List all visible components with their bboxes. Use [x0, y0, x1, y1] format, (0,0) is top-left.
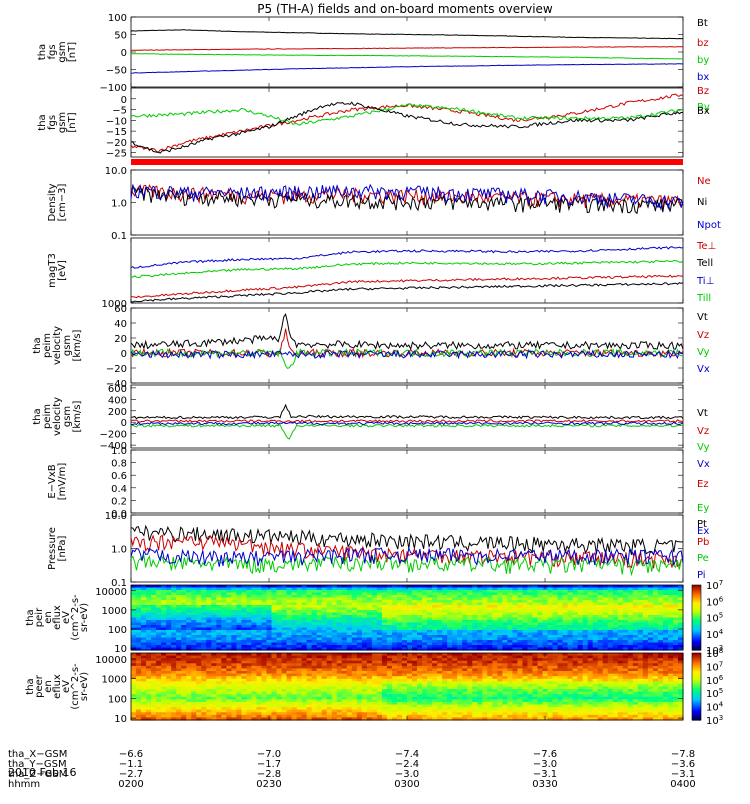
panel-4-series-till — [131, 260, 683, 277]
panel-9-ytick-label: 10 — [114, 644, 127, 655]
panel-6-series-vz — [131, 420, 683, 423]
panel-3-ylabel-line: [cm−3] — [57, 184, 68, 222]
panel-5-ytick-label: 60 — [114, 304, 127, 315]
panel-5-legend-vz: Vz — [697, 330, 709, 341]
panel-6-ytick-label: 0 — [121, 418, 127, 429]
panel-9-colorbar-tick-label: 107 — [706, 579, 723, 592]
panel-4-legend-tell: Tell — [696, 258, 713, 269]
panel-5-ytick-label: 0 — [121, 349, 127, 360]
panel-7-legend-ey: Ey — [697, 503, 709, 514]
panel-6-series-vt — [131, 405, 683, 419]
panel-1-ytick-label: −50 — [106, 66, 127, 77]
panel-9-colorbar-tick-label: 106 — [706, 595, 724, 608]
panel-8-legend-pt: Pt — [697, 519, 707, 530]
panel-5-ytick-label: −20 — [106, 364, 127, 375]
panel-7-frame — [131, 450, 683, 513]
panel-4-series-te⊥ — [131, 275, 683, 298]
panel-7-ytick-label: 0.4 — [111, 484, 127, 495]
panel-9-ytick-label: 10000 — [95, 587, 127, 598]
panel-1-legend-bt: Bt — [697, 18, 708, 29]
panel-5-legend-vx: Vx — [697, 364, 710, 375]
panel-9-ytick-label: 100 — [108, 625, 127, 636]
panel-1-ytick-label: 100 — [108, 13, 127, 24]
panel-9-colorbar-tick-label: 104 — [706, 628, 724, 641]
panel-7-ytick-label: 0.6 — [111, 471, 127, 482]
panel-4-legend-till: Till — [696, 293, 711, 304]
panel-7-ytick-label: 0.2 — [111, 496, 127, 507]
panel-2-ytick-label: 0 — [121, 95, 127, 106]
panel-5-ytick-label: 20 — [114, 334, 127, 345]
panel-3-ytick-label: 10.0 — [105, 166, 127, 177]
panel-6-ytick-label: 200 — [108, 407, 127, 418]
panel-1-legend-bx: bx — [697, 72, 709, 83]
panel-3-ytick-label: 0.1 — [111, 231, 127, 242]
panel-2-series-bz — [131, 94, 683, 152]
panel-2-legend-bz: Bz — [697, 86, 709, 97]
panel-6-legend-vy: Vy — [697, 442, 710, 453]
panel-7-legend-ez: Ez — [697, 479, 709, 490]
panel-6-legend-vt: Vt — [697, 408, 708, 419]
panel-3-ytick-label: 1.0 — [111, 199, 127, 210]
panel-7-ytick-label: 1.0 — [111, 446, 127, 457]
panel-8-ytick-label: 1.0 — [111, 545, 127, 556]
panel-4-legend-ti⊥: Ti⊥ — [696, 276, 714, 287]
panel-2-ytick-label: −5 — [112, 106, 127, 117]
panel-8-frame — [131, 515, 683, 582]
panel-5-ytick-label: 40 — [114, 319, 127, 330]
panel-7-ytick-label: 0.8 — [111, 459, 127, 470]
panel-2-series-bx — [131, 102, 683, 153]
panel-4-legend-te⊥: Te⊥ — [696, 241, 716, 252]
panel-3-legend-npot: Npot — [697, 220, 721, 231]
panel-6-ytick-label: −200 — [100, 430, 127, 441]
panel-9-ylabel-line: sr-eV) — [79, 603, 90, 632]
panel-2-ytick-label: −20 — [106, 138, 127, 149]
panel-1-ytick-label: 0 — [121, 48, 127, 59]
panel-8-ytick-label: 10.0 — [105, 511, 127, 522]
panel-8-legend-pe: Pe — [697, 553, 709, 564]
panel-4-series-ti⊥ — [131, 247, 683, 269]
panel-2-ylabel-line: [nT] — [67, 112, 78, 132]
panel-6-legend-vx: Vx — [697, 459, 710, 470]
panel-1-ytick-label: −100 — [100, 83, 127, 94]
panel-7-ylabel-line: [mV/m] — [57, 463, 68, 501]
panel-1-series-by — [131, 54, 683, 59]
panel-1-series-bt — [131, 30, 683, 39]
panel-5-series-vt — [131, 314, 683, 349]
panel-3-legend-ne: Ne — [697, 176, 711, 187]
panel-2-ytick-label: −15 — [106, 127, 127, 138]
panel-5-frame — [131, 308, 683, 383]
panel-8-ylabel-line: [nPa] — [57, 535, 68, 561]
panel-5-legend-vy: Vy — [697, 347, 710, 358]
panel-9-colorbar-tick-label: 105 — [706, 612, 723, 625]
panel-4-ylabel-line: [eV] — [57, 260, 68, 281]
panel-1-ytick-label: 50 — [114, 31, 127, 42]
figure-title: P5 (TH-A) fields and on-board moments ov… — [257, 2, 553, 16]
panel-6-series-vx — [131, 422, 683, 425]
panel-2-ytick-label: −25 — [106, 149, 127, 160]
panel-8-legend-pb: Pb — [697, 537, 709, 548]
panel-8-legend-pi: Pi — [697, 570, 706, 581]
panel-6-ylabel-line: [km/s] — [72, 400, 83, 432]
panel-6-ytick-label: 400 — [108, 395, 127, 406]
panel-1-series-bz — [131, 47, 683, 51]
panel-5-legend-vt: Vt — [697, 312, 708, 323]
panel-2-frame — [131, 88, 683, 157]
panel-1-ylabel-line: [nT] — [67, 42, 78, 62]
panel-1-legend-by: by — [697, 55, 709, 66]
panel-1-frame — [131, 17, 683, 87]
panel-3-legend-ni: Ni — [697, 197, 707, 208]
panel-2-legend-bx: Bx — [697, 106, 710, 117]
panel-5-ylabel-line: [km/s] — [72, 329, 83, 361]
panel-6-legend-vz: Vz — [697, 426, 709, 437]
panel-6-series-vy — [131, 424, 683, 439]
panel-1-legend-bz: bz — [697, 38, 709, 49]
panel-2-ytick-label: −10 — [106, 116, 127, 127]
panel-9-ytick-label: 1000 — [102, 606, 127, 617]
panel-6-ytick-label: 600 — [108, 384, 127, 395]
panel-1-series-bx — [131, 64, 683, 73]
